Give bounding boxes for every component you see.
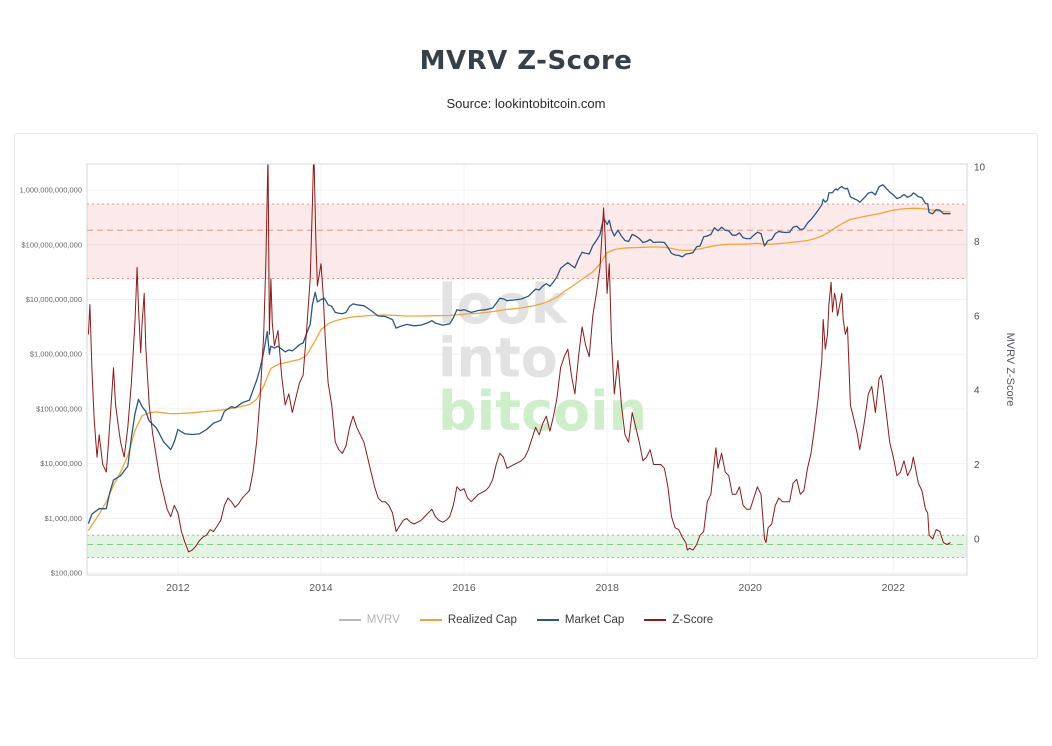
legend-item-mvrv[interactable]: MVRV [338, 614, 400, 626]
svg-text:$10,000,000: $10,000,000 [40, 459, 82, 468]
legend-label: Realized Cap [447, 614, 517, 626]
chart-card: look into bitcoin $100,000 $1,000,000 $10,000… [14, 133, 1038, 659]
svg-text:2014: 2014 [309, 582, 333, 594]
svg-text:2018: 2018 [595, 582, 619, 594]
series-realized-cap [87, 207, 951, 531]
legend-line-sample [644, 619, 667, 621]
legend-label: MVRV [366, 614, 400, 626]
svg-text:1,000,000,000,000: 1,000,000,000,000 [19, 186, 82, 195]
chart-canvas[interactable]: lookintobitcoin $100,000 $1,000,000 $10,000… [15, 134, 1037, 604]
svg-text:$10,000,000,000: $10,000,000,000 [26, 295, 82, 304]
svg-text:2012: 2012 [166, 582, 190, 594]
y-right-axis-title: MVRV Z-Score [1004, 333, 1016, 407]
svg-text:$100,000,000,000: $100,000,000,000 [22, 240, 82, 249]
legend-line-sample [338, 619, 361, 621]
svg-text:2022: 2022 [882, 582, 906, 594]
series-z-score [87, 164, 951, 553]
legend-item-z-score[interactable]: Z-Score [644, 614, 713, 626]
svg-text:$1,000,000,000: $1,000,000,000 [30, 350, 82, 359]
legend-line-sample [419, 619, 442, 621]
svg-text:6: 6 [974, 311, 980, 322]
gridlines [87, 164, 967, 575]
svg-text:$100,000,000: $100,000,000 [36, 404, 82, 413]
svg-text:2020: 2020 [739, 582, 763, 594]
y-left-tick-labels: $100,000 $1,000,000 $10,000,000 $100,000,00… [19, 186, 82, 578]
y-right-tick-labels: 0 2 4 6 8 10 [974, 162, 986, 545]
watermark: lookintobitcoin [438, 273, 647, 443]
legend-line-sample [536, 619, 559, 621]
legend-item-market-cap[interactable]: Market Cap [536, 614, 625, 626]
svg-text:$1,000,000: $1,000,000 [44, 514, 82, 523]
x-tick-labels: 2012 2014 2016 2018 2020 2022 [166, 582, 905, 594]
overvalued-band [87, 203, 967, 280]
svg-text:2: 2 [974, 460, 980, 471]
svg-text:8: 8 [974, 237, 980, 248]
chart-legend: MVRV Realized Cap Market Cap Z-Score [15, 614, 1037, 626]
page-title: MVRV Z-Score [419, 46, 633, 76]
svg-text:into: into [438, 327, 558, 390]
svg-text:$100,000: $100,000 [51, 569, 82, 578]
svg-text:10: 10 [974, 162, 986, 173]
plot-border [86, 163, 968, 576]
svg-text:2016: 2016 [452, 582, 476, 594]
legend-label: Z-Score [672, 614, 714, 626]
svg-text:0: 0 [974, 534, 980, 545]
page-subtitle: Source: lookintobitcoin.com [446, 96, 606, 111]
undervalued-band [87, 534, 967, 559]
legend-label: Market Cap [564, 614, 625, 626]
legend-item-realized-cap[interactable]: Realized Cap [419, 614, 517, 626]
svg-text:4: 4 [974, 386, 980, 397]
svg-text:bitcoin: bitcoin [438, 380, 647, 443]
series-market-cap [87, 184, 951, 524]
page: MVRV Z-Score Source: lookintobitcoin.com… [0, 46, 1052, 659]
